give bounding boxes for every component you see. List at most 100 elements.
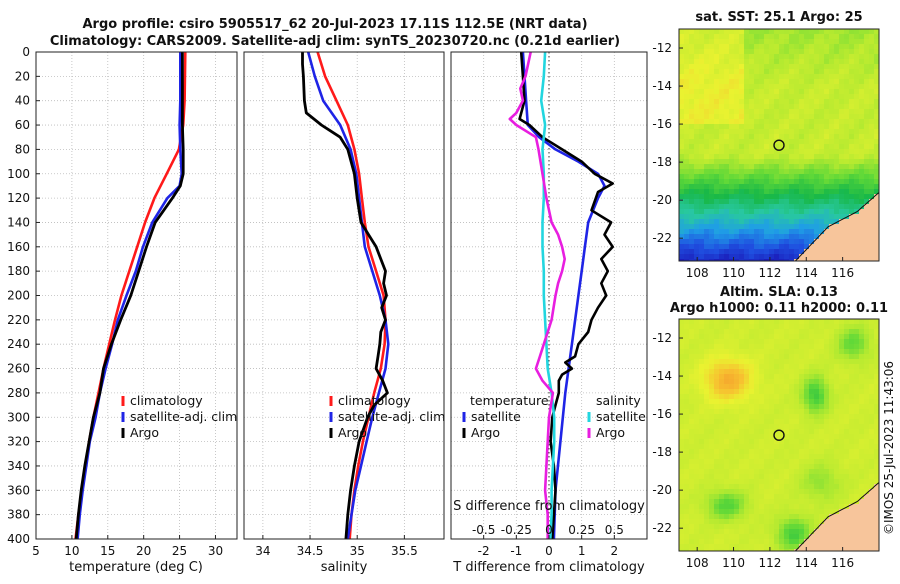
map-cell [684,374,690,380]
map-cell [764,164,770,170]
map-cell [809,214,815,220]
map-cell [739,89,745,95]
map-cell [849,359,855,365]
map-cell [764,189,770,195]
map-cell [764,39,770,45]
map-cell [694,344,700,350]
map-cell [864,334,870,340]
map-cell [864,544,870,550]
map-cell [834,444,840,450]
map-cell [734,489,740,495]
map-cell [724,444,730,450]
map-cell [679,199,685,205]
map-cell [814,209,820,215]
map-cell [764,434,770,440]
map-cell [864,344,870,350]
map-cell [779,439,785,445]
map-cell [754,29,760,35]
map-cell [744,129,750,135]
x-tick-label: 30 [208,544,223,558]
map-cell [869,149,875,155]
map-cell [829,49,835,55]
map-cell [759,99,765,105]
map-cell [779,504,785,510]
map-cell [679,479,685,485]
map-cell [854,119,860,125]
map-cell [694,134,700,140]
map-cell [694,384,700,390]
map-cell [834,424,840,430]
map-cell [709,374,715,380]
map-cell [714,219,720,225]
map-cell [814,34,820,40]
map-cell [699,399,705,405]
map-cell [734,439,740,445]
map-cell [759,464,765,470]
map-cell [694,59,700,65]
map-cell [869,329,875,335]
map-cell [689,439,695,445]
map-cell [694,149,700,155]
map-cell [729,454,735,460]
map-cell [744,359,750,365]
map-cell [849,239,855,245]
map-cell [864,164,870,170]
map-cell [699,389,705,395]
map-cell [864,214,870,220]
map-cell [834,504,840,510]
map-cell [744,519,750,525]
y-tick-label: -14 [652,369,672,383]
map-cell [774,359,780,365]
map-cell [779,544,785,550]
map-cell [729,404,735,410]
map-cell [764,119,770,125]
map-cell [834,529,840,535]
map-cell [789,484,795,490]
map-cell [714,489,720,495]
map-cell [704,224,710,230]
map-cell [739,344,745,350]
map-cell [714,234,720,240]
map-cell [819,94,825,100]
map-cell [809,539,815,545]
map-cell [719,129,725,135]
map-cell [809,434,815,440]
map-cell [724,119,730,125]
map-cell [699,179,705,185]
map-cell [784,164,790,170]
map-cell [744,419,750,425]
map-cell [794,509,800,515]
map-cell [734,329,740,335]
map-cell [724,74,730,80]
map-cell [729,49,735,55]
map-cell [799,139,805,145]
map-cell [714,94,720,100]
map-cell [834,204,840,210]
map-cell [689,219,695,225]
map-cell [749,79,755,85]
map-cell [874,374,879,380]
map-cell [814,169,820,175]
map-cell [869,224,875,230]
map-cell [849,229,855,235]
map-cell [704,489,710,495]
map-cell [734,114,740,120]
map-cell [799,34,805,40]
map-cell [729,59,735,65]
map-cell [849,539,855,545]
map-cell [759,84,765,90]
map-cell [829,129,835,135]
map-cell [694,399,700,405]
map-cell [849,439,855,445]
map-cell [704,154,710,160]
map-cell [839,504,845,510]
map-cell [814,184,820,190]
map-cell [744,244,750,250]
map-cell [864,519,870,525]
map-cell [799,249,805,255]
map-cell [874,234,879,240]
map-cell [799,44,805,50]
map-cell [774,514,780,520]
map-cell [789,499,795,505]
map-cell [749,444,755,450]
